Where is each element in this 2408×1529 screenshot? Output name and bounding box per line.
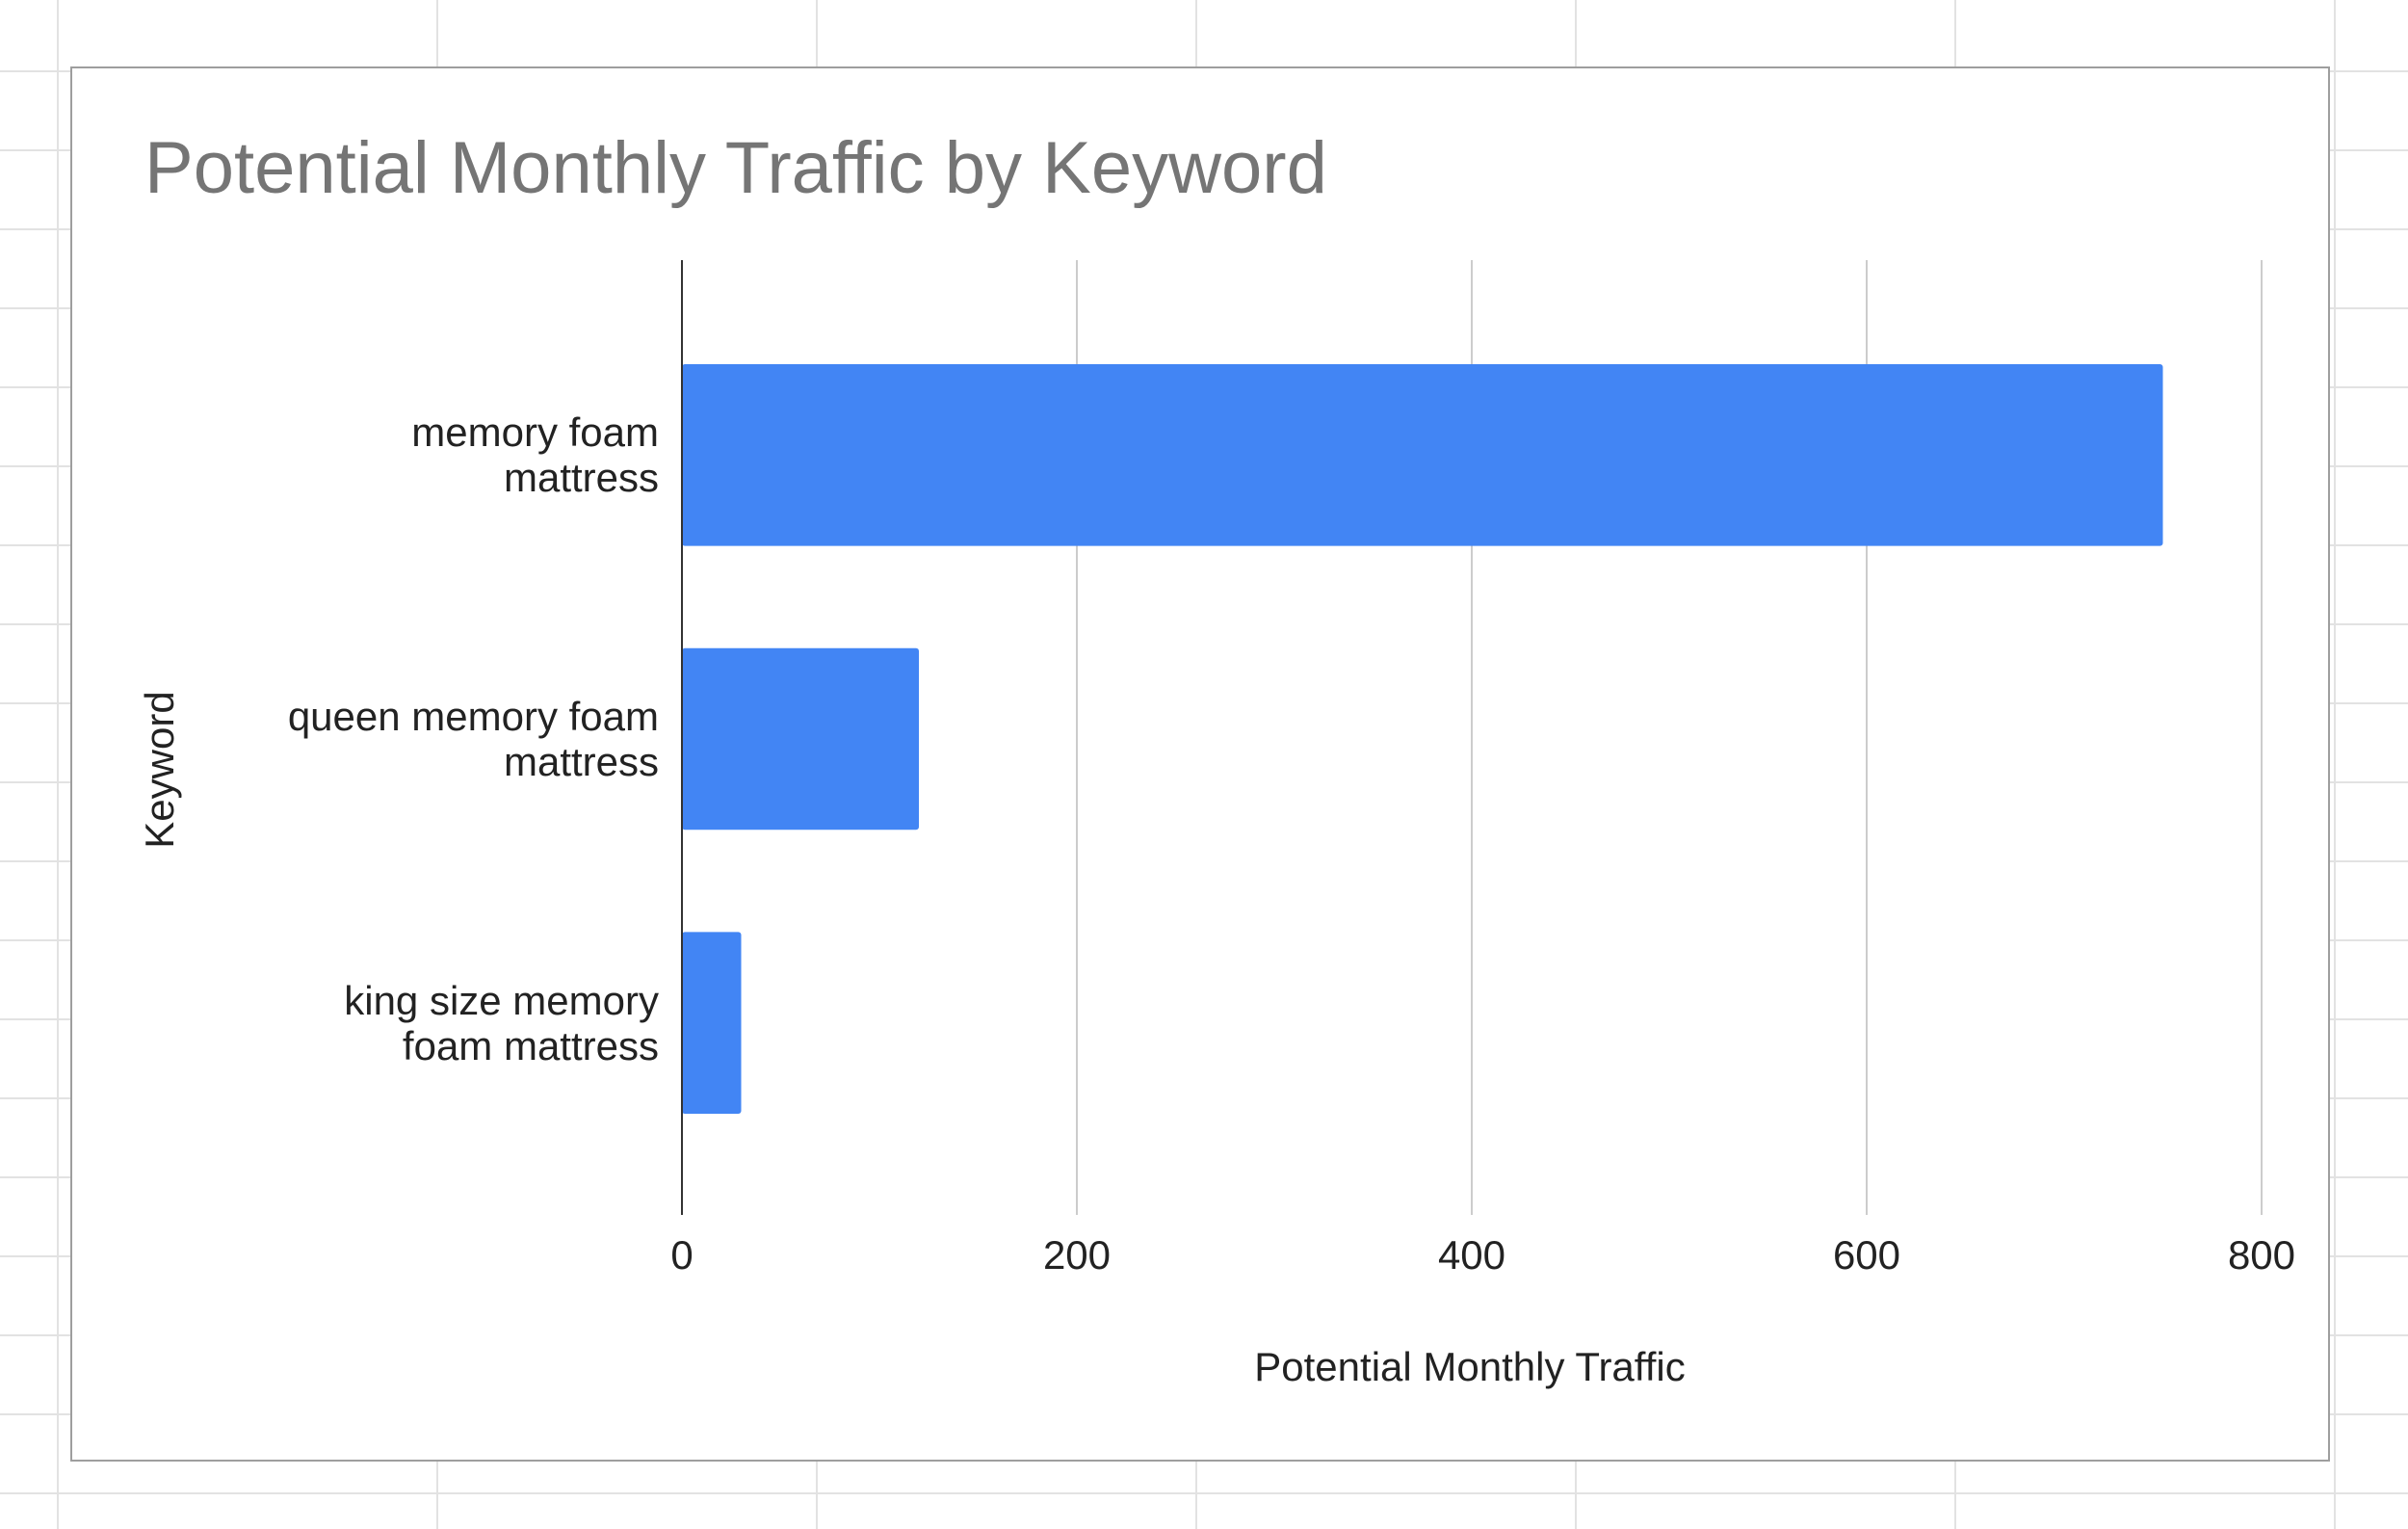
x-tick-label: 0	[670, 1232, 693, 1278]
chart-container[interactable]: Potential Monthly Traffic by Keyword Pot…	[70, 66, 2330, 1462]
chart: Potential Monthly Traffic by Keyword Pot…	[137, 127, 2295, 1389]
x-tick-label: 800	[2228, 1232, 2295, 1278]
x-tick-label: 400	[1438, 1232, 1505, 1278]
chart-title: Potential Monthly Traffic by Keyword	[144, 127, 1327, 209]
x-tick-label: 200	[1043, 1232, 1111, 1278]
bar	[682, 364, 2163, 546]
x-axis-title: Potential Monthly Traffic	[1254, 1344, 1685, 1389]
bar	[682, 647, 919, 830]
y-axis-title: Keyword	[137, 691, 182, 848]
bar	[682, 932, 742, 1114]
y-tick-label: memory foam mattress	[411, 409, 659, 501]
y-tick-label: king size memory foam mattress	[344, 977, 659, 1068]
x-tick-label: 600	[1833, 1232, 1900, 1278]
y-tick-label: queen memory foam mattress	[287, 694, 659, 784]
